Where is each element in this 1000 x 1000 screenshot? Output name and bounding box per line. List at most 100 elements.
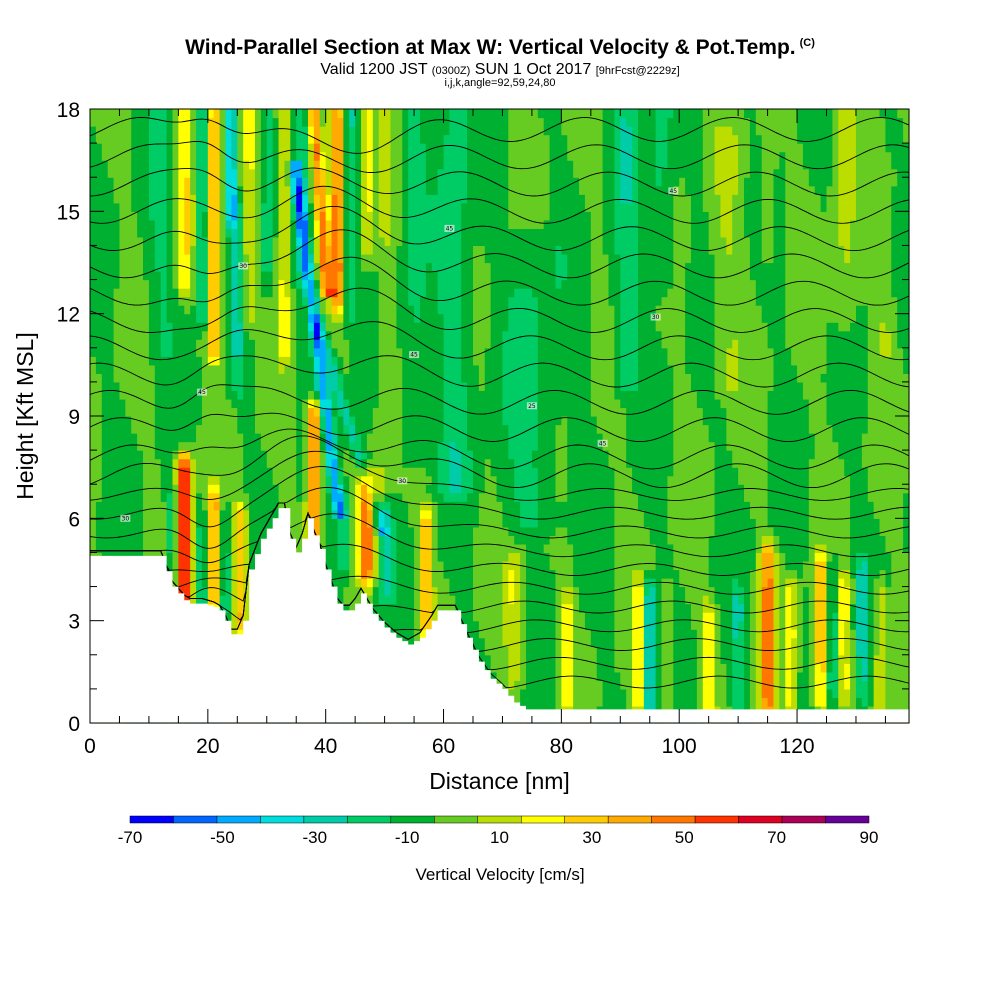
w-cell	[343, 109, 350, 119]
w-cell	[425, 433, 433, 443]
w-cell	[431, 160, 439, 170]
w-cell	[266, 253, 274, 264]
w-cell	[243, 160, 250, 170]
w-cell	[172, 228, 179, 238]
w-cell	[455, 433, 462, 443]
w-cell	[396, 552, 403, 562]
w-cell	[225, 262, 233, 272]
w-cell	[343, 398, 350, 409]
w-cell	[331, 296, 339, 306]
w-cell	[484, 262, 492, 272]
w-cell	[207, 245, 215, 255]
w-cell	[254, 134, 262, 144]
w-cell	[243, 143, 250, 153]
w-cell	[308, 168, 315, 178]
w-cell	[90, 143, 97, 153]
w-cell	[137, 279, 144, 289]
w-cell	[231, 228, 238, 238]
w-cell	[243, 398, 250, 409]
w-cell	[119, 253, 126, 264]
w-cell	[237, 586, 244, 596]
w-cell	[490, 117, 498, 127]
w-cell	[90, 236, 97, 247]
w-cell	[237, 194, 244, 204]
w-cell	[325, 143, 333, 153]
w-cell	[366, 398, 374, 409]
w-cell	[201, 151, 209, 161]
w-cell	[478, 177, 486, 187]
w-cell	[260, 526, 268, 536]
w-cell	[455, 407, 462, 417]
w-cell	[372, 126, 380, 136]
w-cell	[355, 364, 362, 374]
w-cell	[131, 279, 138, 289]
w-cell	[337, 347, 344, 357]
w-cell	[443, 416, 451, 426]
w-cell	[119, 109, 126, 119]
w-cell	[90, 134, 97, 144]
w-cell	[249, 211, 256, 221]
w-cell	[343, 381, 350, 392]
w-cell	[148, 492, 156, 502]
w-cell	[90, 330, 97, 340]
w-cell	[372, 305, 380, 315]
w-cell	[478, 288, 486, 298]
w-cell	[472, 151, 480, 161]
w-cell	[349, 194, 356, 204]
w-cell	[95, 151, 103, 161]
w-cell	[349, 518, 356, 528]
w-cell	[361, 313, 368, 323]
w-cell	[196, 475, 203, 485]
w-cell	[361, 330, 368, 340]
w-cell	[331, 288, 339, 298]
w-cell	[313, 339, 321, 349]
w-cell	[308, 416, 315, 426]
w-cell	[107, 262, 115, 272]
w-cell	[467, 543, 474, 554]
w-cell	[219, 151, 227, 161]
w-cell	[201, 560, 209, 571]
w-cell	[113, 509, 121, 519]
w-cell	[101, 117, 109, 127]
w-cell	[313, 322, 321, 332]
w-cell	[331, 236, 339, 247]
w-cell	[449, 424, 456, 434]
w-cell	[196, 543, 203, 554]
w-cell	[231, 219, 238, 229]
w-cell	[278, 143, 286, 153]
w-cell	[290, 526, 297, 536]
w-cell	[201, 126, 209, 136]
w-cell	[148, 407, 156, 417]
w-cell	[496, 629, 504, 639]
w-cell	[361, 279, 368, 289]
w-cell	[478, 151, 486, 161]
w-cell	[272, 501, 280, 511]
w-cell	[178, 560, 185, 571]
w-cell	[343, 458, 350, 468]
w-cell	[472, 620, 480, 630]
w-cell	[419, 364, 427, 374]
w-cell	[378, 578, 386, 588]
w-cell	[213, 347, 221, 357]
w-cell	[90, 109, 97, 119]
w-cell	[490, 236, 498, 247]
w-cell	[455, 228, 462, 238]
w-cell	[125, 475, 132, 485]
w-cell	[249, 390, 256, 400]
w-cell	[308, 356, 315, 366]
w-cell	[308, 279, 315, 289]
w-cell	[414, 467, 421, 477]
w-cell	[325, 271, 333, 281]
w-cell	[478, 569, 486, 579]
w-cell	[414, 458, 421, 468]
w-cell	[302, 390, 309, 400]
w-cell	[396, 253, 403, 264]
w-cell	[408, 637, 415, 647]
w-cell	[272, 356, 280, 366]
w-cell	[296, 381, 303, 392]
w-cell	[408, 433, 415, 443]
w-cell	[384, 177, 392, 187]
w-cell	[196, 458, 203, 468]
w-cell	[361, 262, 368, 272]
w-cell	[355, 271, 362, 281]
